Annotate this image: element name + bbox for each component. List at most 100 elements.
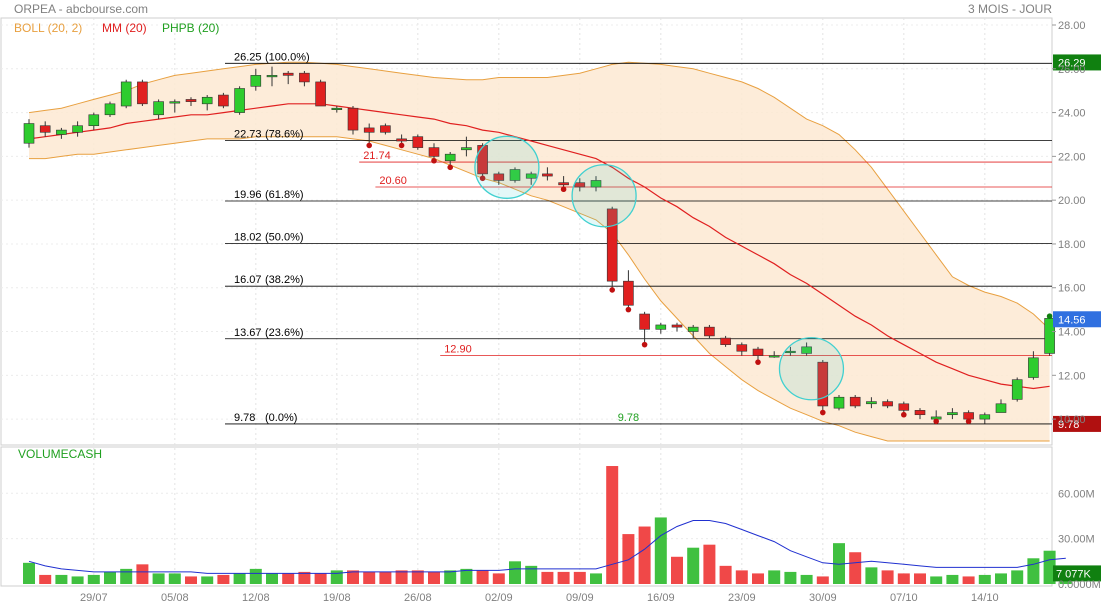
fibonacci-percent: (61.8%): [265, 189, 304, 201]
candle-up: [331, 107, 343, 110]
candle-up: [234, 88, 245, 113]
fibonacci-value: 18.02: [234, 232, 262, 244]
volume-bar: [249, 568, 262, 584]
x-tick-label: 02/09: [485, 592, 513, 604]
volume-bar: [55, 574, 68, 584]
candle-up: [947, 412, 958, 416]
price-tag-label: 26.29: [1058, 57, 1086, 69]
price-tag: [1053, 415, 1101, 432]
volume-bar: [104, 571, 116, 584]
volume-bar: [606, 466, 619, 584]
y-tick-label: 10.00: [1058, 414, 1086, 426]
y-tick-label: 16.00: [1058, 283, 1086, 295]
candle-down: [396, 138, 407, 142]
volume-tick-label: 60.00M: [1058, 488, 1095, 500]
volume-bar: [509, 561, 521, 584]
volume-bar: [1011, 570, 1024, 584]
candle-down: [671, 324, 683, 328]
volume-bar: [590, 573, 602, 584]
volume-tick-label: 30.00M: [1058, 534, 1095, 546]
low-marker: [447, 164, 454, 171]
legend-boll: BOLL (20, 2): [14, 21, 82, 35]
volume-bar: [800, 574, 813, 584]
candle-down: [299, 72, 310, 83]
candle-down: [898, 403, 910, 411]
candle-down: [477, 145, 488, 175]
candle-down: [39, 125, 51, 133]
candle-up: [590, 180, 602, 188]
volume-bar: [233, 573, 246, 584]
volume-bar: [39, 574, 52, 584]
candle-up: [201, 96, 213, 105]
candle-up: [1028, 357, 1039, 378]
volume-bar: [865, 567, 878, 584]
volume-bar: [152, 573, 165, 584]
candle-up: [866, 401, 877, 405]
volume-bar: [897, 573, 910, 584]
candle-down: [639, 313, 650, 330]
volume-bar: [136, 564, 149, 584]
x-tick-label: 14/10: [971, 592, 999, 604]
candle-down: [574, 182, 586, 188]
x-tick-label: 07/10: [890, 592, 918, 604]
low-marker: [625, 306, 632, 313]
green-price-annotation: 9.78: [618, 412, 639, 424]
candle-down: [817, 361, 829, 407]
candle-down: [623, 280, 634, 306]
volume-bar: [849, 552, 862, 584]
candle-down: [380, 125, 391, 133]
volume-tick-label: 0.0000M: [1058, 579, 1101, 591]
bollinger-upper-line: [28, 61, 1050, 330]
highlight-circle: [778, 337, 845, 401]
volume-bar: [379, 571, 392, 584]
volume-bar: [573, 571, 586, 584]
x-tick-label: 26/08: [404, 592, 432, 604]
candle-down: [736, 344, 748, 352]
candle-up: [1011, 379, 1023, 400]
volume-bar: [71, 576, 84, 584]
fibonacci-percent: (23.6%): [265, 327, 304, 339]
candle-up: [120, 81, 132, 107]
candle-up: [655, 324, 667, 330]
candle-down: [849, 396, 861, 407]
volume-bar: [735, 570, 748, 584]
fibonacci-value: 9.78: [234, 412, 255, 424]
y-tick-label: 24.00: [1058, 108, 1086, 120]
candle-down: [720, 337, 731, 345]
candle-down: [542, 173, 553, 177]
volume-bar: [347, 570, 359, 584]
x-tick-label: 05/08: [161, 592, 189, 604]
price-tag-label: 14.56: [1058, 314, 1086, 326]
volume-bar: [476, 570, 489, 584]
volume-bar: [703, 544, 716, 584]
volume-bar: [881, 570, 894, 584]
candle-down: [606, 208, 618, 282]
highlight-circle: [571, 164, 637, 228]
volume-bar: [217, 574, 230, 584]
volume-bar: [395, 570, 408, 584]
candle-down: [428, 147, 440, 157]
volume-bar: [622, 534, 635, 584]
candle-up: [687, 326, 699, 332]
volume-bar: [962, 576, 975, 584]
volume-bar: [282, 573, 295, 584]
volume-bar: [995, 573, 1007, 584]
volume-bar: [930, 576, 943, 584]
x-tick-label: 19/08: [323, 592, 351, 604]
price-tag-label: 9.78: [1058, 419, 1079, 431]
volume-bar: [768, 570, 781, 584]
volume-bar: [168, 573, 181, 584]
y-tick-label: 28.00: [1058, 20, 1086, 32]
candle-up: [250, 75, 262, 87]
y-tick-label: 26.00: [1058, 64, 1086, 76]
volume-bar: [298, 571, 311, 584]
candle-down: [347, 107, 359, 131]
price-tag: [1053, 54, 1101, 71]
candle-up: [979, 414, 991, 420]
low-marker: [901, 411, 907, 418]
volume-bar: [719, 565, 732, 584]
fibonacci-value: 22.73: [234, 128, 262, 140]
x-tick-label: 09/09: [566, 592, 594, 604]
bollinger-lower-line: [29, 136, 1050, 442]
